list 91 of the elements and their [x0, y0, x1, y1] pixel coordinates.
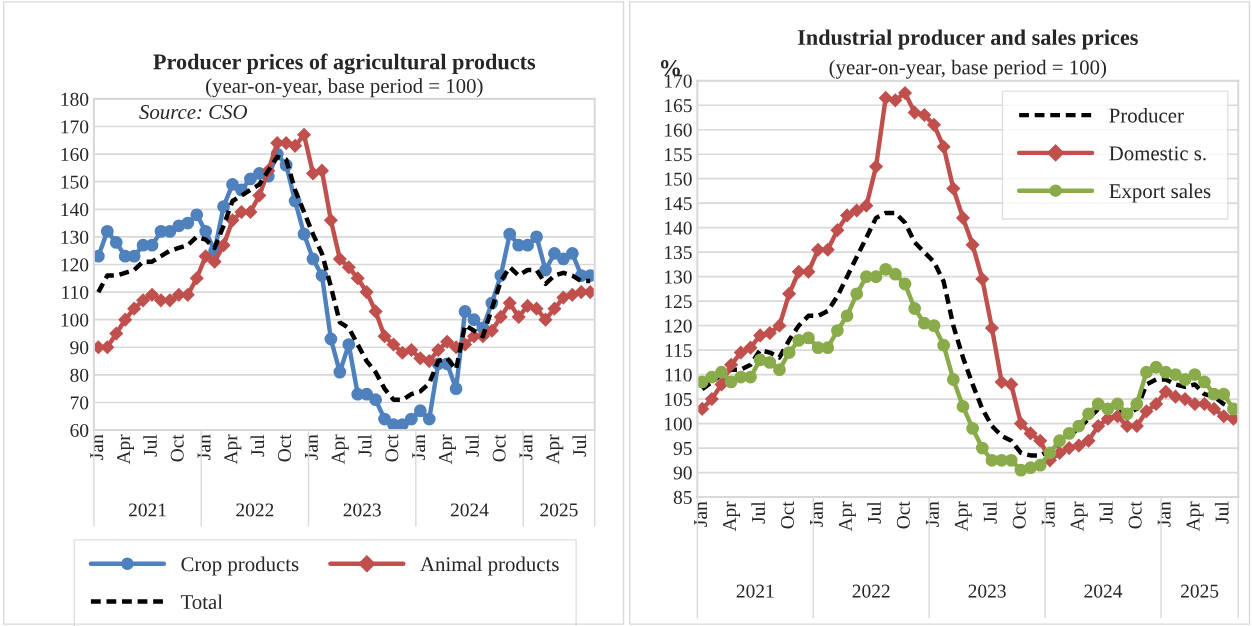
text: 2025	[1181, 584, 1219, 598]
x-tick-label: Apr	[117, 434, 135, 465]
annotation: Source: CSO	[139, 105, 248, 120]
x-tick-label: Jan	[1157, 501, 1171, 527]
text: 2025	[540, 503, 578, 517]
x-tick-label: Jul	[983, 501, 997, 524]
legend-label: Total	[180, 594, 223, 610]
x-tick-label: Apr	[331, 434, 349, 465]
y-tick-label: 130	[61, 230, 89, 244]
x-tick-label: Oct	[170, 434, 184, 462]
y-tick-label: 105	[665, 392, 692, 407]
x-tick-label: Apr	[224, 434, 242, 465]
x-tick-label: Apr	[954, 501, 972, 532]
y-tick-label: 130	[665, 270, 692, 284]
x-tick-label: Oct	[1012, 501, 1026, 529]
y-tick-label: 135	[665, 246, 692, 260]
y-tick-label: 125	[665, 295, 692, 309]
x-tick-label: Jul	[867, 501, 881, 524]
x-tick-label: Jul	[751, 501, 766, 524]
chart-title: Industrial producer and sales prices	[797, 29, 1138, 50]
x-tick-label: Oct	[896, 501, 910, 529]
legend-label: Crop products	[181, 556, 299, 576]
y-tick-label: 120	[61, 258, 89, 272]
y-tick-label: 165	[665, 99, 692, 113]
x-tick-label: Jan	[304, 434, 318, 460]
x-tick-label: Jan	[810, 501, 823, 527]
y-tick-label: 90	[673, 466, 692, 480]
x-tick-label: Oct	[277, 434, 292, 462]
y-tick-label: 110	[62, 285, 89, 300]
text: 2022	[852, 584, 890, 598]
text: 2024	[450, 503, 489, 517]
x-tick-label: Jul	[250, 434, 265, 457]
x-tick-label: Jul	[465, 434, 479, 457]
text: 2023	[968, 584, 1006, 598]
x-tick-label: Jan	[519, 434, 533, 460]
legend-label: Export sales	[1109, 183, 1211, 203]
chart-subtitle: (year-on-year, base period = 100)	[206, 78, 483, 98]
chart-title: Producer prices of agricultural products	[153, 53, 536, 75]
text: 2023	[343, 503, 381, 517]
x-tick-label: Oct	[492, 434, 506, 462]
y-tick-label: 145	[665, 197, 692, 211]
y-tick-label: 170	[665, 74, 692, 88]
y-axis-title: %	[660, 60, 680, 77]
x-tick-label: Jan	[412, 434, 426, 460]
y-tick-label: 80	[70, 368, 89, 382]
y-tick-label: 85	[673, 490, 692, 504]
x-tick-label: Apr	[546, 434, 564, 465]
text: 2024	[1084, 584, 1123, 598]
y-tick-label: 180	[61, 92, 89, 106]
y-tick-label: 60	[70, 423, 89, 437]
y-tick-label: 155	[665, 148, 692, 162]
text: 2021	[736, 584, 774, 598]
x-tick-label: Apr	[438, 434, 456, 465]
y-tick-label: 140	[665, 221, 692, 235]
x-tick-label: Jan	[90, 434, 104, 460]
y-tick-label: 110	[665, 368, 692, 382]
y-tick-label: 150	[665, 172, 692, 186]
x-tick-label: Oct	[1128, 501, 1142, 529]
legend-label: Domestic s.	[1109, 146, 1206, 161]
y-tick-label: 90	[70, 341, 89, 355]
x-tick-label: Apr	[723, 501, 740, 532]
x-tick-label: Jan	[197, 434, 211, 460]
x-tick-label: Jul	[1099, 501, 1113, 524]
text: 2022	[236, 503, 274, 517]
x-tick-label: Apr	[838, 501, 856, 532]
y-tick-label: 95	[673, 441, 692, 456]
y-tick-label: 160	[665, 123, 692, 137]
x-tick-label: Apr	[1186, 501, 1204, 532]
x-tick-label: Oct	[780, 501, 794, 529]
y-tick-label: 70	[70, 396, 89, 410]
x-tick-label: Jul	[1214, 501, 1229, 524]
y-tick-label: 100	[665, 417, 692, 431]
y-tick-label: 115	[665, 344, 692, 358]
y-tick-label: 160	[61, 147, 89, 162]
legend-label: Animal products	[420, 556, 559, 576]
y-tick-label: 120	[665, 319, 692, 333]
x-tick-label: Jan	[1041, 501, 1055, 527]
legend-label: Producer	[1109, 107, 1184, 123]
y-tick-label: 140	[61, 203, 89, 217]
x-tick-label: Oct	[385, 434, 399, 462]
x-tick-label: Jan	[925, 501, 939, 527]
chart-subtitle: (year-on-year, base period = 100)	[829, 59, 1107, 79]
x-tick-label: Apr	[1070, 501, 1088, 532]
text: 2021	[128, 503, 166, 517]
x-tick-label: Jul	[143, 434, 157, 457]
x-tick-label: Jul	[572, 434, 587, 457]
x-tick-label: Jul	[357, 434, 372, 457]
y-tick-label: 150	[61, 175, 89, 189]
y-tick-label: 170	[61, 120, 89, 134]
y-tick-label: 100	[61, 313, 89, 327]
x-tick-label: Jan	[694, 501, 708, 527]
